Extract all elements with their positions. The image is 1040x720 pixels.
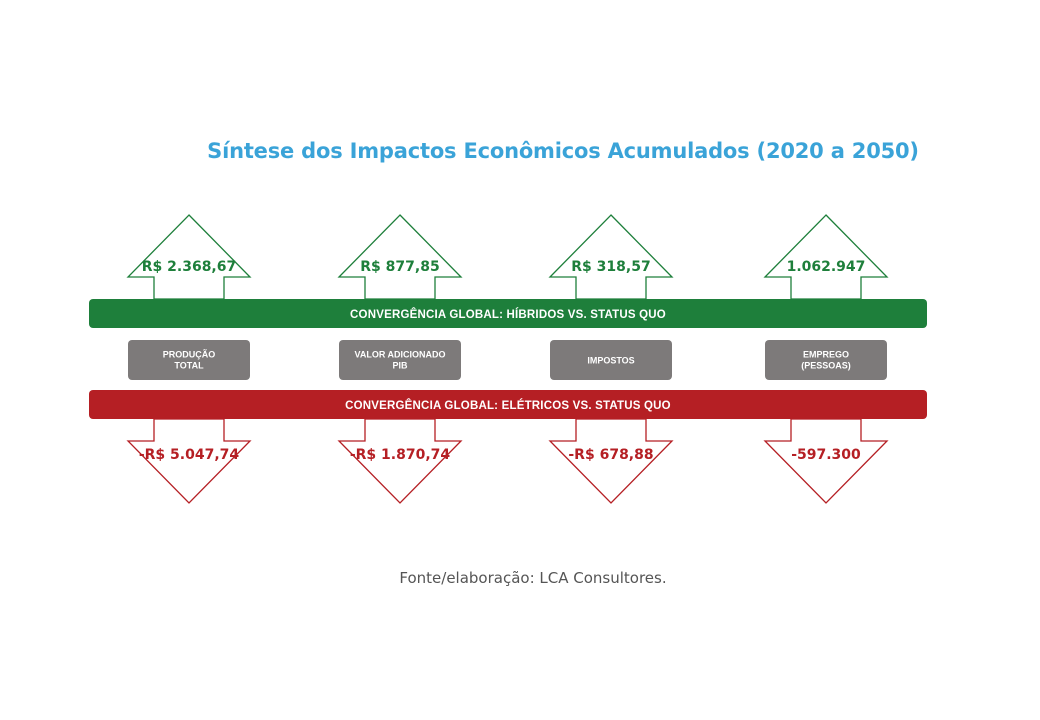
- category-label: TOTAL: [174, 361, 204, 371]
- category-box: [128, 340, 250, 380]
- up-arrow-value: R$ 2.368,67: [142, 259, 236, 275]
- hybrid-convergence-label: CONVERGÊNCIA GLOBAL: HÍBRIDOS VS. STATUS…: [350, 308, 666, 321]
- down-arrow: [548, 418, 674, 504]
- category-label: (PESSOAS): [801, 361, 851, 371]
- up-arrow: [548, 214, 674, 300]
- down-arrow: [126, 418, 252, 504]
- up-arrow: [126, 214, 252, 300]
- category-label: VALOR ADICIONADO: [355, 350, 446, 360]
- down-arrow-value: -597.300: [791, 447, 861, 463]
- page-title: Síntese dos Impactos Econômicos Acumulad…: [207, 139, 919, 163]
- hybrid-convergence-bar: [89, 299, 927, 328]
- category-label: PIB: [392, 361, 408, 371]
- category-box: [550, 340, 672, 380]
- down-arrow: [763, 418, 889, 504]
- category-label: EMPREGO: [803, 350, 849, 360]
- source-note: Fonte/elaboração: LCA Consultores.: [399, 569, 667, 587]
- category-label: PRODUÇÃO: [163, 350, 216, 360]
- electric-convergence-label: CONVERGÊNCIA GLOBAL: ELÉTRICOS VS. STATU…: [345, 399, 671, 412]
- up-arrow-value: R$ 318,57: [571, 259, 650, 275]
- category-box: [765, 340, 887, 380]
- down-arrow-value: -R$ 1.870,74: [350, 447, 451, 463]
- electric-convergence-bar: [89, 390, 927, 419]
- category-box: [339, 340, 461, 380]
- down-arrow-value: -R$ 5.047,74: [139, 447, 240, 463]
- up-arrow: [763, 214, 889, 300]
- up-arrow-value: R$ 877,85: [360, 259, 439, 275]
- down-arrow: [337, 418, 463, 504]
- category-label: IMPOSTOS: [587, 356, 634, 366]
- up-arrow-value: 1.062.947: [787, 259, 866, 275]
- down-arrow-value: -R$ 678,88: [568, 447, 653, 463]
- up-arrow: [337, 214, 463, 300]
